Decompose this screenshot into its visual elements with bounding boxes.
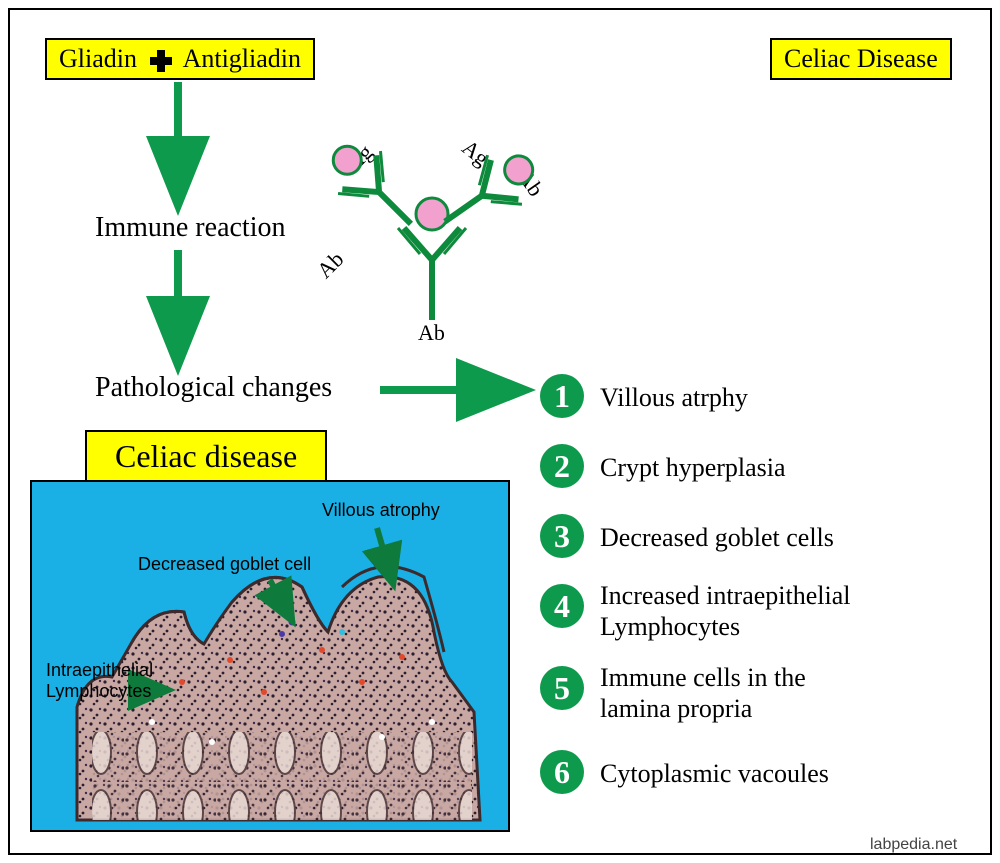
num-3: 3 [540, 514, 584, 558]
antigliadin-text: Antigliadin [183, 44, 301, 73]
label-5: Immune cells in the lamina propria [600, 662, 806, 724]
source-text: labpedia.net [870, 836, 957, 854]
n3-text: 3 [554, 518, 570, 555]
num-2: 2 [540, 444, 584, 488]
n4-text: 4 [554, 588, 570, 625]
celiac-disease-text: Celiac disease [115, 438, 297, 474]
num-1: 1 [540, 374, 584, 418]
num-5: 5 [540, 666, 584, 710]
celiac-disease-box: Celiac disease [85, 430, 327, 483]
villous-atrophy-label: Villous atrophy [322, 500, 440, 521]
immune-reaction-text: Immune reaction [95, 212, 285, 244]
ab-label-bottom: Ab [418, 320, 445, 346]
histology-svg [32, 482, 512, 834]
n1-text: 1 [554, 378, 570, 415]
ag-label-center: Ag [418, 201, 447, 228]
num-4: 4 [540, 584, 584, 628]
n2-text: 2 [554, 448, 570, 485]
gliadin-antigliadin-box: Gliadin Antigliadin [45, 38, 315, 80]
label-2: Crypt hyperplasia [600, 452, 786, 483]
label-1: Villous atrphy [600, 382, 748, 413]
label-4: Increased intraepithelial Lymphocytes [600, 580, 850, 642]
label-4-text: Increased intraepithelial Lymphocytes [600, 581, 850, 641]
iel-label-text: Intraepithelial Lymphocytes [46, 660, 153, 701]
label-5-text: Immune cells in the lamina propria [600, 663, 806, 723]
label-6: Cytoplasmic vacoules [600, 758, 829, 789]
n5-text: 5 [554, 670, 570, 707]
iel-label: Intraepithelial Lymphocytes [46, 660, 153, 702]
title-box: Celiac Disease [770, 38, 952, 80]
gliadin-text: Gliadin [59, 44, 137, 73]
plus-icon [150, 50, 172, 72]
goblet-label: Decreased goblet cell [138, 554, 311, 575]
num-6: 6 [540, 750, 584, 794]
histology-panel: Villous atrophy Decreased goblet cell In… [30, 480, 510, 832]
pathological-changes-text: Pathological changes [95, 372, 332, 404]
title-text: Celiac Disease [784, 44, 938, 73]
label-3: Decreased goblet cells [600, 522, 834, 553]
n6-text: 6 [554, 754, 570, 791]
